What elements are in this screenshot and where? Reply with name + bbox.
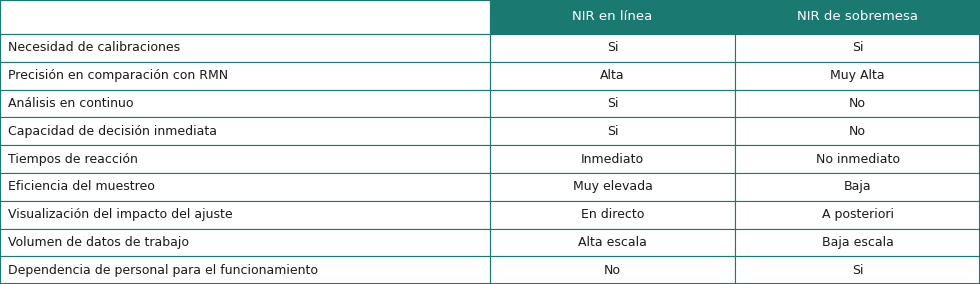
Bar — [490, 201, 735, 229]
Text: Eficiencia del muestreo: Eficiencia del muestreo — [8, 180, 155, 193]
Text: En directo: En directo — [581, 208, 644, 221]
Bar — [490, 0, 735, 34]
Text: Alta: Alta — [600, 69, 625, 82]
Text: Visualización del impacto del ajuste: Visualización del impacto del ajuste — [8, 208, 232, 221]
Bar — [490, 256, 735, 284]
Bar — [735, 34, 980, 62]
Bar — [490, 117, 735, 145]
Text: NIR de sobremesa: NIR de sobremesa — [797, 11, 918, 24]
Text: Análisis en continuo: Análisis en continuo — [8, 97, 133, 110]
Text: Baja escala: Baja escala — [821, 236, 894, 249]
Bar — [0, 62, 490, 89]
Text: Si: Si — [607, 125, 618, 138]
Text: Necesidad de calibraciones: Necesidad de calibraciones — [8, 41, 180, 55]
Bar — [490, 89, 735, 117]
Text: Volumen de datos de trabajo: Volumen de datos de trabajo — [8, 236, 189, 249]
Text: Capacidad de decisión inmediata: Capacidad de decisión inmediata — [8, 125, 217, 138]
Bar — [735, 117, 980, 145]
Bar — [490, 34, 735, 62]
Text: Alta escala: Alta escala — [578, 236, 647, 249]
Bar — [735, 0, 980, 34]
Text: No: No — [849, 125, 866, 138]
Bar — [0, 89, 490, 117]
Bar — [0, 34, 490, 62]
Bar — [0, 201, 490, 229]
Text: No inmediato: No inmediato — [815, 153, 900, 166]
Bar — [0, 0, 490, 34]
Bar — [490, 145, 735, 173]
Text: Si: Si — [852, 264, 863, 277]
Bar — [0, 256, 490, 284]
Text: Dependencia de personal para el funcionamiento: Dependencia de personal para el funciona… — [8, 264, 318, 277]
Bar — [735, 256, 980, 284]
Bar — [735, 173, 980, 201]
Text: NIR en línea: NIR en línea — [572, 11, 653, 24]
Text: A posteriori: A posteriori — [821, 208, 894, 221]
Bar — [490, 62, 735, 89]
Text: Precisión en comparación con RMN: Precisión en comparación con RMN — [8, 69, 228, 82]
Text: Baja: Baja — [844, 180, 871, 193]
Bar — [735, 201, 980, 229]
Text: Inmediato: Inmediato — [581, 153, 644, 166]
Bar — [0, 145, 490, 173]
Text: Si: Si — [852, 41, 863, 55]
Bar — [735, 229, 980, 256]
Text: No: No — [849, 97, 866, 110]
Text: Si: Si — [607, 97, 618, 110]
Text: Tiempos de reacción: Tiempos de reacción — [8, 153, 138, 166]
Bar — [0, 229, 490, 256]
Bar — [490, 173, 735, 201]
Text: Si: Si — [607, 41, 618, 55]
Text: No: No — [604, 264, 621, 277]
Bar — [735, 145, 980, 173]
Bar — [490, 229, 735, 256]
Text: Muy Alta: Muy Alta — [830, 69, 885, 82]
Bar — [0, 117, 490, 145]
Text: Muy elevada: Muy elevada — [572, 180, 653, 193]
Bar — [735, 62, 980, 89]
Bar — [0, 173, 490, 201]
Bar — [735, 89, 980, 117]
